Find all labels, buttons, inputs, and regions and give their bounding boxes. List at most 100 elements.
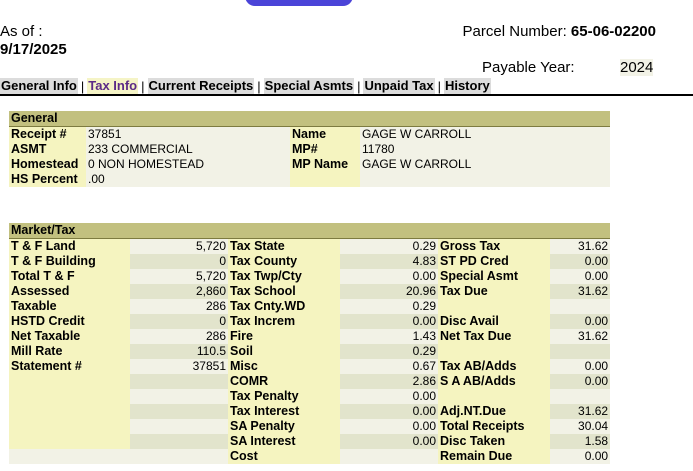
field-label: Misc [228,358,340,374]
market-row: T & F Land 5,720 Tax State 0.29 Gross Tax 31.… [9,238,611,254]
field-label: HS Percent [9,171,86,187]
field-label: SA Interest [228,433,340,449]
field-value: 2.86 [340,373,438,389]
field-value: 2,860 [130,283,228,299]
field-label: Name [290,126,360,142]
field-value: 4.83 [340,253,438,269]
field-value: 0.00 [550,268,611,284]
field-value: 5,720 [130,238,228,254]
market-row: Assessed 2,860 Tax School 20.96 Tax Due 31.62 [9,283,611,299]
payable-value: 2024 [620,59,654,76]
field-value: 0.00 [340,313,438,329]
tab-special-asmts[interactable]: Special Asmts [263,78,355,94]
field-value: 0.67 [340,358,438,374]
field-label [9,433,130,449]
field-value: 37851 [86,126,290,142]
field-value [130,418,228,434]
field-value: 0.00 [550,373,611,389]
tab-general-info[interactable]: General Info [0,78,78,94]
field-label: Receipt # [9,126,86,142]
field-value: 0 NON HOMESTEAD [86,156,290,172]
general-row: HS Percent .00 [9,171,610,187]
as-of-date: 9/17/2025 [0,41,67,58]
tab-unpaid-tax[interactable]: Unpaid Tax [363,78,435,94]
field-label: Tax AB/Adds [438,358,550,374]
field-value: 0.00 [340,403,438,419]
field-label: Adj.NT.Due [438,403,550,419]
tab-history[interactable]: History [443,78,491,94]
field-label: Statement # [9,358,130,374]
field-value [130,388,228,404]
field-value: 110.5 [130,343,228,359]
as-of-label: As of : [0,23,43,40]
market-row: Taxable 286 Tax Cnty.WD 0.29 [9,298,611,314]
field-value: 286 [130,328,228,344]
field-value: 20.96 [340,283,438,299]
general-row: Homestead 0 NON HOMESTEAD MP Name GAGE W CA… [9,156,610,172]
field-label: Mill Rate [9,343,130,359]
field-value: 0.00 [550,313,611,329]
parcel-value: 65-06-02200 [570,23,656,40]
field-value [130,403,228,419]
field-value: 1.43 [340,328,438,344]
market-row: SA Interest 0.00 Disc Taken 1.58 [9,433,611,449]
field-value: 0.00 [550,253,611,269]
field-value [130,448,228,464]
field-value: 0.00 [550,448,611,464]
field-label: Taxable [9,298,130,314]
market-row: SA Penalty 0.00 Total Receipts 30.04 [9,418,611,434]
market-row: Mill Rate 110.5 Soil 0.29 [9,343,611,359]
field-label [9,373,130,389]
field-value: 1.58 [550,433,611,449]
field-value [340,448,438,464]
field-value: 11780 [360,141,610,157]
market-tax-title: Market/Tax [9,223,611,239]
market-row: Tax Penalty 0.00 [9,388,611,404]
field-label [438,388,550,404]
market-tax-table: Market/Tax T & F Land 5,720 Tax State 0.29 G… [9,223,611,464]
field-label: Gross Tax [438,238,550,254]
field-value: 30.04 [550,418,611,434]
field-label: Net Tax Due [438,328,550,344]
market-row: T & F Building 0 Tax County 4.83 ST PD Cred 0… [9,253,611,269]
field-value: 31.62 [550,328,611,344]
tab-separator: | [357,78,361,94]
field-value [550,343,611,359]
field-value: 0.00 [340,388,438,404]
tab-separator: | [257,78,261,94]
tab-bar: General Info | Tax Info | Current Receipts | S… [0,78,491,94]
field-label: SA Penalty [228,418,340,434]
field-label [9,448,130,464]
field-label: Total Receipts [438,418,550,434]
field-label: Cost [228,448,340,464]
field-label [290,171,360,187]
field-label: Tax Cnty.WD [228,298,340,314]
field-value: 0.00 [550,358,611,374]
tab-separator: | [141,78,145,94]
field-label: Fire [228,328,340,344]
tab-tax-info[interactable]: Tax Info [87,78,139,94]
divider [0,94,693,96]
market-row: HSTD Credit 0 Tax Increm 0.00 Disc Avail 0.00 [9,313,611,329]
top-button[interactable] [245,0,353,6]
tab-current-receipts[interactable]: Current Receipts [147,78,255,94]
field-label: Tax State [228,238,340,254]
field-label: T & F Land [9,238,130,254]
field-value: GAGE W CARROLL [360,126,610,142]
field-label: Net Taxable [9,328,130,344]
field-label: T & F Building [9,253,130,269]
field-label: Total T & F [9,268,130,284]
field-value: 31.62 [550,403,611,419]
field-label: Tax Twp/Cty [228,268,340,284]
field-label [438,298,550,314]
payable-label: Payable Year: [482,59,575,76]
field-label: Tax County [228,253,340,269]
market-row: Cost Remain Due 0.00 [9,448,611,464]
field-label [438,343,550,359]
field-label: Assessed [9,283,130,299]
field-value: .00 [86,171,290,187]
field-value [550,388,611,404]
field-value: GAGE W CARROLL [360,156,610,172]
field-label: COMR [228,373,340,389]
field-value: 0.29 [340,298,438,314]
